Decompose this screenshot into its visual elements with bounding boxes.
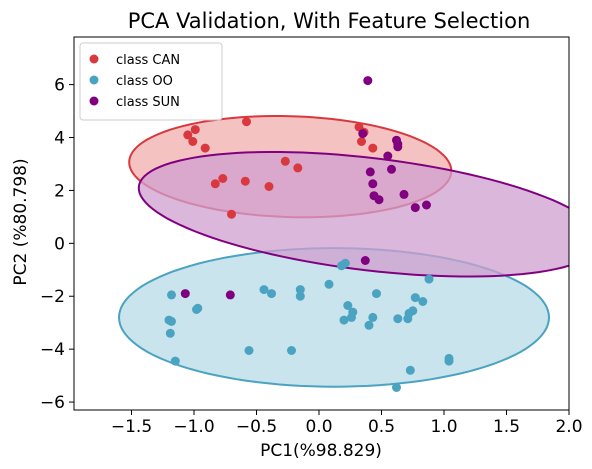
data-point [170, 356, 180, 366]
y-tick-label: 6 [54, 76, 65, 96]
data-point [372, 289, 381, 299]
data-point [360, 256, 370, 265]
data-point [364, 320, 374, 330]
legend-marker-class-oo [89, 75, 99, 85]
data-point [192, 305, 201, 314]
data-point [363, 76, 373, 86]
data-point [293, 163, 303, 173]
data-point [227, 209, 236, 219]
data-point [399, 189, 409, 199]
data-point [240, 176, 250, 186]
x-tick-label: 0.5 [368, 417, 395, 437]
y-tick-label: 4 [54, 129, 65, 149]
data-point [337, 261, 346, 271]
x-axis-label: PC1(%98.829) [260, 441, 382, 461]
data-point [422, 200, 431, 210]
data-point [418, 297, 428, 306]
plot-contents [117, 76, 569, 392]
data-point [218, 174, 228, 183]
series-class-sun [180, 76, 431, 300]
legend-label-class-oo: class OO [116, 74, 173, 89]
legend-label-class-sun: class SUN [116, 95, 180, 110]
data-point [368, 312, 378, 322]
data-point [374, 195, 384, 205]
legend-marker-class-sun [89, 96, 99, 106]
y-tick-label: −2 [40, 287, 65, 307]
data-point [259, 285, 269, 295]
data-point [339, 315, 349, 325]
data-point [165, 328, 175, 338]
chart-title: PCA Validation, With Feature Selection [128, 9, 531, 33]
x-tick-label: −1.5 [111, 417, 152, 437]
data-point [167, 290, 176, 300]
data-point [387, 164, 396, 174]
x-tick-label: 0.0 [305, 417, 332, 437]
data-point [167, 316, 176, 326]
data-point [393, 142, 403, 152]
data-point [368, 179, 378, 189]
data-point [405, 365, 415, 375]
data-point [244, 346, 254, 355]
x-tick-label: 1.5 [493, 417, 520, 437]
data-point [264, 182, 274, 191]
data-point [393, 314, 403, 324]
data-point [210, 179, 220, 189]
data-point [183, 130, 193, 140]
data-point [368, 143, 378, 153]
legend: class CAN class OO class SUN [79, 42, 223, 121]
series-class-oo [164, 258, 454, 392]
y-tick-label: 0 [54, 234, 65, 254]
y-tick-label: 2 [54, 181, 65, 201]
data-point [287, 346, 296, 355]
data-point [242, 117, 251, 127]
data-point [280, 156, 290, 166]
data-point [383, 151, 393, 161]
x-tick-label: 1.0 [430, 417, 457, 437]
data-point [200, 143, 210, 153]
legend-label-class-can: class CAN [116, 53, 180, 68]
data-point [365, 167, 375, 177]
data-point [190, 125, 200, 135]
x-tick-label: −1.0 [173, 417, 214, 437]
data-point [392, 383, 401, 392]
data-point [357, 137, 366, 146]
data-point [180, 289, 190, 299]
legend-marker-class-can [89, 54, 99, 64]
plot-area [117, 76, 569, 392]
y-tick-label: −4 [40, 340, 65, 360]
plot-frame [73, 36, 570, 411]
data-point [188, 137, 198, 146]
data-point [295, 291, 305, 301]
x-tick-label: 2.0 [555, 417, 582, 437]
data-point [343, 301, 353, 310]
data-point [410, 293, 420, 303]
data-point [324, 279, 334, 289]
data-point [358, 129, 368, 139]
legend-box [79, 42, 223, 121]
data-point [348, 307, 358, 317]
data-point [404, 308, 414, 318]
data-point [444, 356, 454, 366]
data-point [295, 285, 305, 295]
data-point [410, 203, 420, 213]
data-point [424, 274, 434, 284]
y-tick-label: −6 [40, 393, 65, 413]
x-tick-label: −0.5 [236, 417, 277, 437]
x-axis: −1.5 −1.0 −0.5 0.0 0.5 1.0 1.5 2.0 [111, 410, 583, 437]
data-point [267, 289, 276, 299]
y-axis: −6 −4 −2 0 2 4 6 [40, 76, 74, 413]
y-axis-label: PC2 (%80.798) [11, 158, 31, 285]
data-point [225, 290, 235, 300]
